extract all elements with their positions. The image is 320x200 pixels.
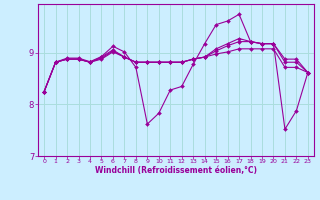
X-axis label: Windchill (Refroidissement éolien,°C): Windchill (Refroidissement éolien,°C) <box>95 166 257 175</box>
